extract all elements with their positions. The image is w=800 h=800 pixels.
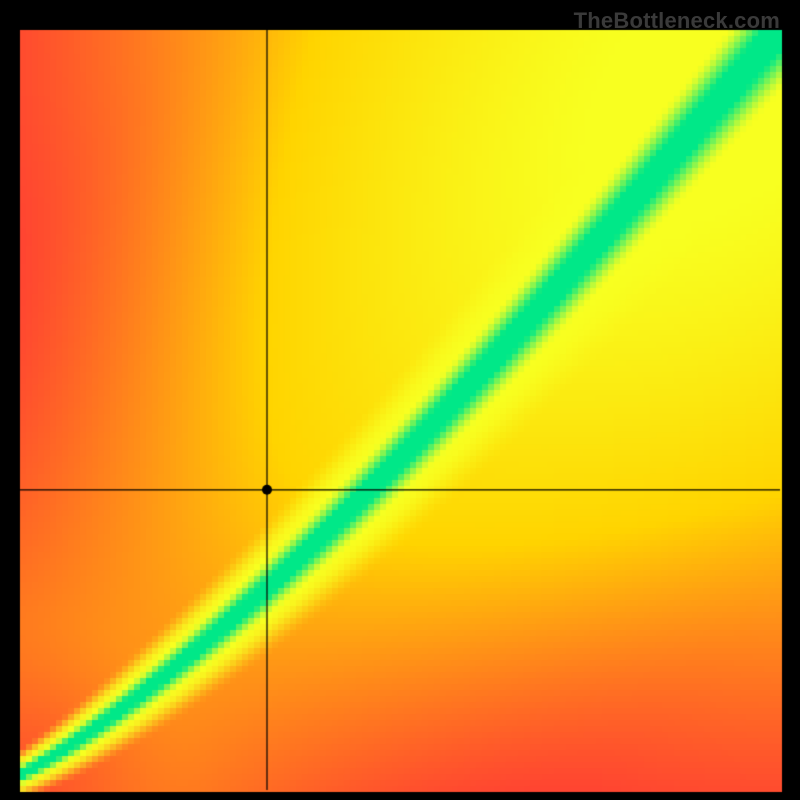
watermark-text: TheBottleneck.com xyxy=(574,8,780,34)
chart-container: TheBottleneck.com xyxy=(0,0,800,800)
heatmap-canvas xyxy=(0,0,800,800)
